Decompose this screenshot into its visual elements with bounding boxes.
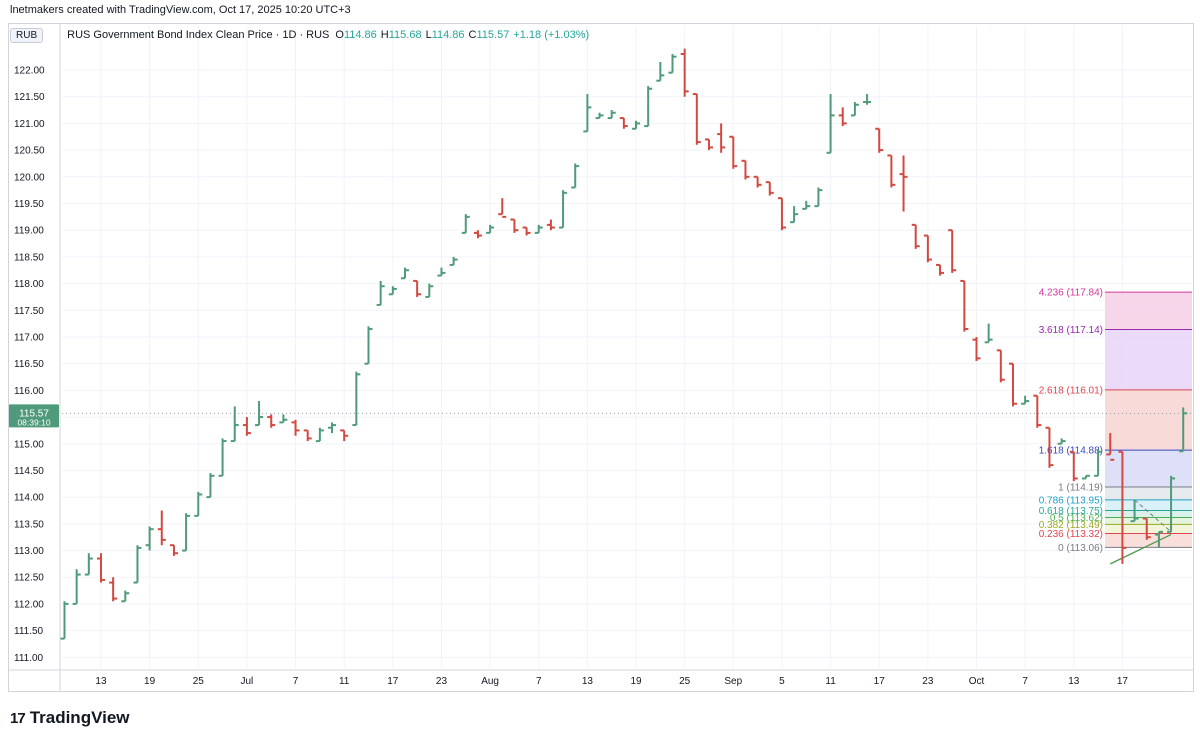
high-key: H	[380, 29, 389, 41]
x-tick-label: 19	[630, 676, 642, 687]
fib-level-label: 3.618 (117.14)	[1039, 325, 1103, 336]
high-value: 115.68	[388, 29, 422, 41]
symbol-title[interactable]: RUS Government Bond Index Clean Price · …	[67, 29, 330, 41]
x-tick-label: 17	[1117, 676, 1129, 687]
last-price-badge	[9, 404, 59, 428]
y-tick-label: 113.00	[14, 546, 44, 557]
x-tick-label: 7	[1022, 676, 1028, 687]
x-tick-label: Oct	[969, 676, 985, 687]
y-tick-label: 114.50	[14, 466, 44, 477]
caption-text: lnetmakers created with TradingView.com,…	[10, 4, 351, 16]
close-value: 115.57	[476, 29, 510, 41]
price-change: +1.18 (+1.03%)	[513, 29, 590, 41]
y-tick-label: 121.50	[14, 92, 45, 103]
y-tick-label: 116.50	[14, 359, 44, 370]
x-tick-label: Sep	[724, 676, 742, 687]
y-tick-label: 111.00	[14, 653, 44, 664]
chart-caption: lnetmakers created with TradingView.com,…	[10, 4, 351, 16]
fib-level-label: 0.382 (113.49)	[1039, 520, 1103, 531]
fib-zone	[1105, 389, 1192, 451]
y-tick-label: 119.50	[14, 199, 44, 210]
fib-level-label: 2.618 (116.01)	[1039, 385, 1103, 396]
y-tick-label: 112.50	[14, 573, 44, 584]
fib-zone	[1105, 510, 1192, 518]
x-tick-label: 7	[293, 676, 299, 687]
fib-level-label: 0.786 (113.95)	[1039, 495, 1103, 506]
y-tick-label: 115.00	[14, 439, 44, 450]
x-tick-label: 13	[1068, 676, 1080, 687]
y-tick-label: 113.50	[14, 519, 44, 530]
fib-zone	[1105, 533, 1192, 548]
x-tick-label: 13	[582, 676, 594, 687]
tradingview-brand: TradingView	[29, 708, 130, 727]
fib-trend-line[interactable]	[1109, 533, 1172, 565]
open-key: O	[335, 29, 344, 41]
x-tick-label: 23	[922, 676, 934, 687]
y-tick-label: 120.00	[14, 172, 45, 183]
fib-zone	[1105, 450, 1192, 488]
fib-level-label: 0.618 (113.75)	[1039, 506, 1103, 517]
fib-level-label: 0.5 (113.62)	[1050, 513, 1103, 524]
x-tick-label: 19	[144, 676, 156, 687]
low-key: L	[425, 29, 432, 41]
open-value: 114.86	[343, 29, 377, 41]
y-tick-label: 114.00	[14, 493, 44, 504]
y-tick-label: 116.00	[14, 386, 44, 397]
x-tick-label: 25	[193, 676, 205, 687]
y-tick-label: 118.00	[14, 279, 44, 290]
x-tick-label: 11	[825, 676, 836, 687]
tradingview-logo-icon: 17	[10, 709, 26, 727]
x-tick-label: Jul	[241, 676, 254, 687]
y-tick-label: 117.50	[14, 306, 44, 317]
fib-trend-dashed	[1134, 499, 1172, 533]
y-tick-label: 111.50	[14, 626, 44, 637]
fib-zone	[1105, 292, 1192, 330]
tradingview-logo[interactable]: 17 TradingView	[10, 707, 130, 729]
fib-zone	[1105, 524, 1192, 534]
x-tick-label: 17	[874, 676, 886, 687]
y-tick-label: 119.00	[14, 226, 44, 237]
symbol-legend: RUB RUS Government Bond Index Clean Pric…	[10, 27, 593, 43]
x-tick-label: 7	[536, 676, 542, 687]
y-tick-label: 117.00	[14, 332, 44, 343]
ohlc-low: L114.86	[426, 29, 465, 41]
ohlc-open: O114.86	[335, 29, 376, 41]
last-price-value: 115.57	[19, 408, 49, 419]
x-tick-label: Aug	[481, 676, 499, 687]
x-tick-label: 23	[436, 676, 448, 687]
close-key: C	[468, 29, 477, 41]
currency-badge[interactable]: RUB	[10, 27, 44, 43]
fib-level-label: 1 (114.19)	[1058, 483, 1103, 494]
ohlc-high: H115.68	[381, 29, 422, 41]
y-tick-label: 112.00	[14, 599, 44, 610]
fib-level-label: 0 (113.06)	[1058, 543, 1103, 554]
low-value: 114.86	[431, 29, 465, 41]
x-tick-label: 13	[95, 676, 107, 687]
fib-zone	[1105, 487, 1192, 500]
fib-zone	[1105, 517, 1192, 525]
x-tick-label: 11	[339, 676, 350, 687]
ohlc-close: C115.57	[469, 29, 510, 41]
fib-level-label: 0.236 (113.32)	[1039, 529, 1103, 540]
y-tick-label: 120.50	[14, 146, 45, 157]
fib-zone	[1105, 499, 1192, 511]
chart-frame	[8, 23, 1194, 692]
x-tick-label: 25	[679, 676, 691, 687]
fib-level-label: 4.236 (117.84)	[1039, 288, 1103, 299]
fib-zone	[1105, 329, 1192, 390]
y-tick-label: 122.00	[14, 66, 45, 77]
y-tick-label: 121.00	[14, 119, 45, 130]
x-tick-label: 5	[779, 676, 785, 687]
x-tick-label: 17	[387, 676, 399, 687]
y-tick-label: 118.50	[14, 252, 44, 263]
last-price-countdown: 08:39:10	[17, 417, 50, 427]
